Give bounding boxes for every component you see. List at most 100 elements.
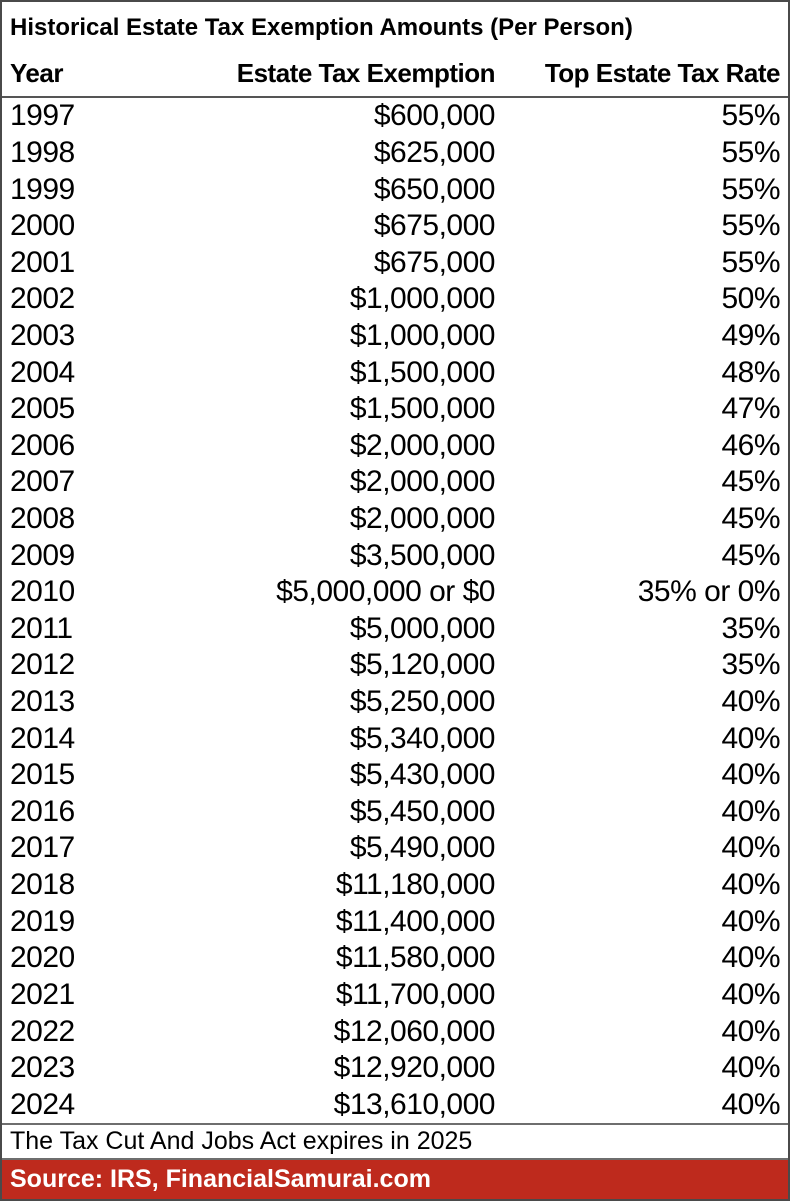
table-row: 2022 $12,060,000 40% bbox=[2, 1013, 788, 1050]
exemption-cell: $3,500,000 bbox=[349, 538, 496, 572]
rate-cell: 40% bbox=[721, 868, 780, 902]
rate-cell: 35% or 0% bbox=[637, 575, 781, 609]
table-title: Historical Estate Tax Exemption Amounts … bbox=[10, 14, 633, 41]
table-row: 2009 $3,500,000 45% bbox=[2, 537, 788, 574]
year-cell: 2017 bbox=[10, 831, 75, 865]
column-header-year: Year bbox=[10, 58, 63, 88]
table-row: 2019 $11,400,000 40% bbox=[2, 903, 788, 940]
table-row: 2015 $5,430,000 40% bbox=[2, 757, 788, 794]
exemption-cell: $12,060,000 bbox=[333, 1014, 496, 1048]
year-cell: 2006 bbox=[10, 428, 75, 462]
exemption-cell: $11,700,000 bbox=[335, 977, 496, 1011]
rate-cell: 45% bbox=[721, 465, 780, 499]
exemption-cell: $5,120,000 bbox=[349, 648, 496, 682]
table-row: 2008 $2,000,000 45% bbox=[2, 501, 788, 538]
table-row: 1999 $650,000 55% bbox=[2, 171, 788, 208]
year-cell: 2012 bbox=[10, 648, 75, 682]
source-bar: Source: IRS, FinancialSamurai.com bbox=[2, 1160, 788, 1199]
year-cell: 2018 bbox=[10, 868, 75, 902]
table-row: 2007 $2,000,000 45% bbox=[2, 464, 788, 501]
rate-cell: 40% bbox=[721, 794, 780, 828]
exemption-cell: $11,400,000 bbox=[335, 904, 496, 938]
rate-cell: 40% bbox=[721, 721, 780, 755]
rate-cell: 55% bbox=[721, 209, 780, 243]
exemption-cell: $1,500,000 bbox=[349, 392, 496, 426]
year-cell: 2020 bbox=[10, 941, 75, 975]
exemption-cell: $600,000 bbox=[373, 99, 496, 133]
year-cell: 2023 bbox=[10, 1051, 75, 1085]
column-header-rate: Top Estate Tax Rate bbox=[544, 58, 781, 88]
exemption-cell: $13,610,000 bbox=[333, 1087, 496, 1121]
rate-cell: 40% bbox=[721, 977, 780, 1011]
rate-cell: 47% bbox=[721, 392, 780, 426]
year-cell: 2010 bbox=[10, 575, 75, 609]
rate-cell: 45% bbox=[721, 502, 780, 535]
exemption-cell: $5,000,000 bbox=[349, 611, 496, 645]
table-row: 2021 $11,700,000 40% bbox=[2, 977, 788, 1014]
year-cell: 1999 bbox=[10, 172, 75, 206]
year-cell: 2005 bbox=[10, 392, 75, 426]
year-cell: 2022 bbox=[10, 1014, 75, 1048]
rate-cell: 55% bbox=[721, 245, 780, 279]
rate-cell: 48% bbox=[721, 355, 780, 389]
table-row: 2004 $1,500,000 48% bbox=[2, 354, 788, 391]
exemption-cell: $675,000 bbox=[373, 245, 496, 279]
table-row: 2002 $1,000,000 50% bbox=[2, 281, 788, 318]
rate-cell: 40% bbox=[721, 1087, 780, 1121]
table-row: 2020 $11,580,000 40% bbox=[2, 940, 788, 977]
rate-cell: 49% bbox=[721, 318, 780, 352]
year-cell: 2002 bbox=[10, 282, 75, 316]
rate-cell: 40% bbox=[721, 758, 780, 792]
table-row: 2001 $675,000 55% bbox=[2, 244, 788, 281]
table-row: 2011 $5,000,000 35% bbox=[2, 611, 788, 648]
table-row: 2024 $13,610,000 40% bbox=[2, 1086, 788, 1123]
year-cell: 2011 bbox=[10, 611, 73, 645]
table-row: 2000 $675,000 55% bbox=[2, 208, 788, 245]
year-cell: 2000 bbox=[10, 209, 75, 243]
table-row: 1997 $600,000 55% bbox=[2, 98, 788, 135]
year-cell: 2001 bbox=[10, 245, 75, 279]
rate-cell: 40% bbox=[721, 1014, 780, 1048]
exemption-cell: $11,580,000 bbox=[335, 941, 496, 975]
exemption-cell: $2,000,000 bbox=[349, 502, 496, 535]
table-body: 1997 $600,000 55% 1998 $625,000 55% 1999… bbox=[2, 98, 788, 1123]
exemption-cell: $625,000 bbox=[373, 135, 496, 169]
rate-cell: 35% bbox=[721, 611, 780, 645]
year-cell: 2019 bbox=[10, 904, 75, 938]
exemption-cell: $12,920,000 bbox=[333, 1051, 496, 1085]
exemption-cell: $5,490,000 bbox=[349, 831, 496, 865]
table-row: 2017 $5,490,000 40% bbox=[2, 830, 788, 867]
year-cell: 2021 bbox=[10, 977, 75, 1011]
exemption-cell: $5,000,000 or $0 bbox=[276, 575, 495, 609]
table-row: 2016 $5,450,000 40% bbox=[2, 794, 788, 831]
year-cell: 2013 bbox=[10, 685, 75, 719]
exemption-cell: $5,250,000 bbox=[349, 685, 496, 719]
year-cell: 2016 bbox=[10, 794, 75, 828]
year-cell: 2014 bbox=[10, 721, 75, 755]
exemption-cell: $1,000,000 bbox=[349, 282, 496, 316]
rate-cell: 40% bbox=[721, 685, 780, 719]
year-cell: 1997 bbox=[10, 99, 75, 133]
exemption-cell: $5,450,000 bbox=[349, 794, 496, 828]
table-footnote: The Tax Cut And Jobs Act expires in 2025 bbox=[2, 1123, 788, 1160]
table-row: 2023 $12,920,000 40% bbox=[2, 1050, 788, 1087]
rate-cell: 45% bbox=[721, 538, 780, 572]
year-cell: 1998 bbox=[10, 135, 75, 169]
exemption-cell: $2,000,000 bbox=[349, 465, 496, 499]
footnote-text: The Tax Cut And Jobs Act expires in 2025 bbox=[10, 1127, 473, 1155]
rate-cell: 55% bbox=[721, 99, 780, 133]
exemption-cell: $650,000 bbox=[373, 172, 496, 206]
rate-cell: 55% bbox=[721, 135, 780, 169]
table-row: 2006 $2,000,000 46% bbox=[2, 427, 788, 464]
column-header-exemption: Estate Tax Exemption bbox=[236, 58, 496, 88]
table-row: 2012 $5,120,000 35% bbox=[2, 647, 788, 684]
exemption-cell: $1,500,000 bbox=[349, 355, 496, 389]
table-row: 1998 $625,000 55% bbox=[2, 135, 788, 172]
year-cell: 2003 bbox=[10, 318, 75, 352]
rate-cell: 55% bbox=[721, 172, 780, 206]
year-cell: 2009 bbox=[10, 538, 75, 572]
exemption-cell: $2,000,000 bbox=[349, 428, 496, 462]
table-header-row: Year Estate Tax Exemption Top Estate Tax… bbox=[2, 42, 788, 98]
year-cell: 2008 bbox=[10, 502, 75, 535]
